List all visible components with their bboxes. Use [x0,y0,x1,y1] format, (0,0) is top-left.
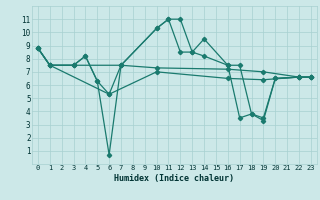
X-axis label: Humidex (Indice chaleur): Humidex (Indice chaleur) [115,174,234,183]
